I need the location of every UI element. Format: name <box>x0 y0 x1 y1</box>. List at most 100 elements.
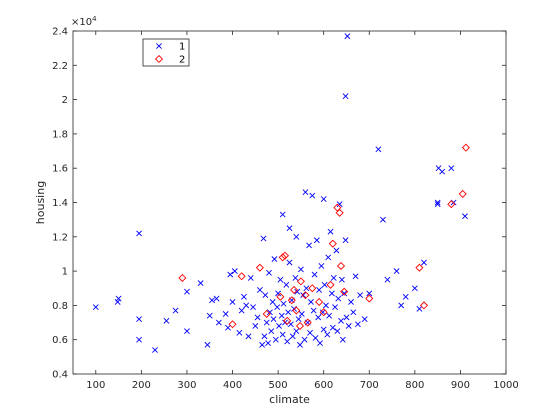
x-marker-stroke <box>312 335 319 341</box>
series-2-point <box>326 280 335 289</box>
x-marker-stroke <box>297 341 303 348</box>
series-1-point <box>354 321 361 328</box>
x-marker-stroke <box>462 213 468 220</box>
x-marker-stroke <box>115 295 122 302</box>
series-2-point <box>419 301 428 310</box>
series-2-point <box>295 321 305 331</box>
series-1-point <box>184 328 190 335</box>
x-marker-stroke <box>225 324 231 331</box>
x-marker-stroke <box>321 281 328 288</box>
x-marker-stroke <box>163 317 170 324</box>
series-1-point <box>302 189 309 196</box>
series-1-point <box>286 225 293 232</box>
x-marker-stroke <box>306 242 313 249</box>
x-marker-stroke <box>254 314 261 321</box>
series-1-point <box>293 328 300 335</box>
series-1-point <box>286 259 293 266</box>
x-marker-stroke <box>295 316 302 323</box>
series-1-point <box>206 312 213 319</box>
x-marker-stroke <box>266 269 272 276</box>
series-1-point <box>342 93 349 100</box>
series-1-point <box>402 293 409 300</box>
series-1-point <box>324 331 331 338</box>
series-1-point <box>361 316 368 323</box>
series-2-point <box>458 189 467 198</box>
series-1-point <box>319 309 326 316</box>
x-marker-stroke <box>309 192 316 199</box>
series-1-point <box>204 341 211 348</box>
x-marker-stroke <box>315 314 322 321</box>
x-marker-stroke <box>320 196 327 202</box>
series-1-point <box>265 340 271 347</box>
series-1-point <box>238 307 245 314</box>
legend: 12 <box>142 38 190 67</box>
series-1-point <box>338 276 345 283</box>
series-1-point <box>345 323 352 329</box>
x-marker-stroke <box>344 33 351 40</box>
x-marker-stroke <box>354 321 361 328</box>
x-marker-stroke <box>270 316 277 323</box>
x-tick-label: 500 <box>269 380 288 391</box>
y-tick-label: 1.2 <box>52 232 68 243</box>
x-marker-stroke <box>341 290 348 297</box>
series-1-point <box>330 275 337 281</box>
x-marker-stroke <box>384 276 391 283</box>
plot-area <box>72 30 507 375</box>
series-1-point <box>266 269 272 276</box>
series-1-point <box>334 328 341 335</box>
x-marker-stroke <box>289 333 296 340</box>
series-1-point <box>114 299 121 305</box>
series-1-point <box>323 302 329 309</box>
x-marker-stroke <box>325 254 332 261</box>
series-1-point <box>247 275 254 281</box>
series-2-point <box>228 320 237 329</box>
series-1-point <box>380 216 386 223</box>
x-marker-stroke <box>343 314 350 321</box>
x-marker-stroke <box>245 333 252 340</box>
series-1-point <box>136 230 143 237</box>
x-marker-stroke <box>241 293 247 300</box>
series-1-point <box>439 168 446 175</box>
series-1-point <box>366 290 373 297</box>
series-1-point <box>332 304 338 311</box>
series-1-point <box>398 302 405 309</box>
series-1-point <box>245 333 252 340</box>
series-1-point <box>310 307 317 314</box>
x-marker-stroke <box>229 299 236 305</box>
y-tick-label: 1.8 <box>52 129 68 140</box>
x-tick-label: 200 <box>132 380 151 391</box>
y-tick-label: 1 <box>62 267 68 278</box>
x-marker-stroke <box>286 225 293 232</box>
series-2-point <box>365 294 374 303</box>
x-marker-stroke <box>357 292 364 299</box>
x-marker-stroke <box>259 341 266 348</box>
x-marker-stroke <box>156 43 162 49</box>
series-1-point <box>229 299 236 305</box>
x-marker-stroke <box>286 259 293 266</box>
y-tick-label: 0.6 <box>52 335 68 346</box>
x-marker-stroke <box>277 276 284 283</box>
series-1-point <box>289 333 296 340</box>
series-2-point <box>290 285 299 295</box>
x-marker-stroke <box>252 323 259 329</box>
series-1-point <box>222 311 229 317</box>
series-1-point <box>316 287 323 293</box>
series-1-point <box>312 335 319 341</box>
x-marker-stroke <box>324 331 331 338</box>
series-1-point <box>215 319 222 326</box>
series-1-point <box>338 317 344 324</box>
y-exponent-base: ×10 <box>71 17 92 28</box>
legend-label-2: 2 <box>179 55 185 66</box>
x-marker-stroke <box>280 300 287 307</box>
series-1-point <box>268 328 275 335</box>
series-1-point <box>256 287 263 293</box>
x-marker-stroke <box>334 328 341 335</box>
series-1-point <box>336 201 343 208</box>
y-tick-label: 1.6 <box>52 164 68 175</box>
series-2-point <box>262 309 271 319</box>
series-1-point <box>306 242 313 249</box>
series-1-point <box>384 276 391 283</box>
series-1-point <box>309 192 316 199</box>
series-2-point <box>336 261 346 270</box>
y-tick-labels: 0.4 0.6 0.8 1 1.2 1.4 1.6 1.8 2 2.2 2.4 <box>52 27 68 381</box>
